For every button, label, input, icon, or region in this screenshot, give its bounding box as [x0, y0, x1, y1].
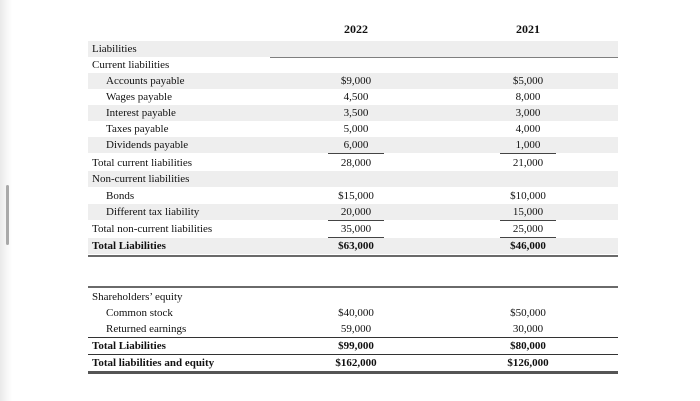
- subheading-current-liabilities: Current liabilities: [92, 59, 170, 71]
- column-header-row: 2022 2021: [88, 22, 618, 40]
- rule: [88, 337, 618, 338]
- scrollbar[interactable]: [6, 185, 9, 245]
- section-rule: [88, 255, 618, 257]
- table-row: Different tax liability 20,000 15,000: [88, 204, 618, 220]
- section-rule: [88, 286, 618, 288]
- total-current-liabilities-row: Total current liabilities 28,000 21,000: [92, 157, 544, 169]
- subtotal-underline: [500, 220, 556, 221]
- rule: [270, 57, 618, 58]
- column-header-2021: 2021: [516, 22, 540, 36]
- total-underline: [328, 237, 384, 238]
- subtotal-underline: [328, 153, 384, 154]
- double-rule: [88, 371, 618, 374]
- subtotal-underline: [328, 220, 384, 221]
- table-row: Wages payable 4,500 8,000: [106, 91, 541, 103]
- table-row: Bonds $15,000 $10,000: [106, 190, 546, 202]
- subheading-noncurrent-liabilities: Non-current liabilities: [88, 171, 618, 187]
- total-noncurrent-liabilities-row: Total non-current liabilities 35,000 25,…: [92, 223, 544, 235]
- subtotal-underline: [500, 153, 556, 154]
- table-row: Returned earnings 59,000 30,000: [106, 323, 544, 335]
- section-heading-liabilities: Liabilities: [88, 41, 618, 57]
- table-row: Taxes payable 5,000 4,000: [106, 123, 541, 135]
- table-row: Accounts payable $9,000 $5,000: [88, 73, 618, 89]
- table-row: Dividends payable 6,000 1,000: [88, 137, 618, 153]
- table-row: Interest payable 3,500 3,000: [88, 105, 618, 121]
- table-row: Common stock $40,000 $50,000: [106, 307, 546, 319]
- rule: [88, 354, 618, 355]
- equity-total-row: Total Liabilities $99,000 $80,000: [92, 340, 546, 352]
- column-header-2022: 2022: [344, 22, 368, 36]
- section-heading-equity: Shareholders’ equity: [92, 291, 183, 303]
- grand-total-row: Total liabilities and equity $162,000 $1…: [92, 357, 549, 369]
- total-liabilities-row: Total Liabilities $63,000 $46,000: [88, 238, 618, 254]
- total-underline: [500, 237, 556, 238]
